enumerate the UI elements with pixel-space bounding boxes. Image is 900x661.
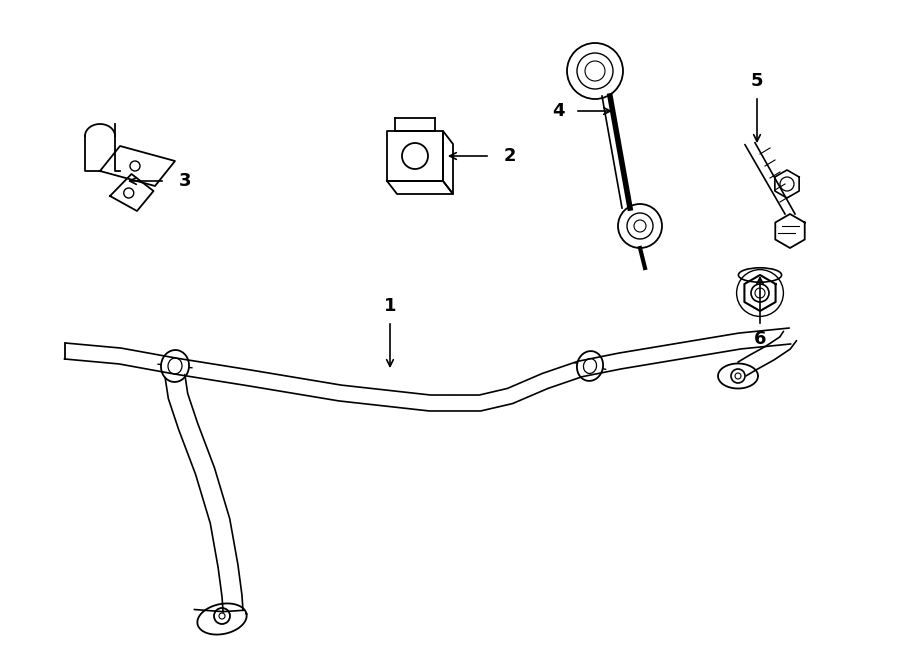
Text: 5: 5 bbox=[751, 72, 763, 90]
Text: 4: 4 bbox=[552, 102, 564, 120]
Text: 6: 6 bbox=[754, 330, 766, 348]
Text: 2: 2 bbox=[504, 147, 517, 165]
Text: 1: 1 bbox=[383, 297, 396, 315]
Text: 3: 3 bbox=[179, 172, 191, 190]
